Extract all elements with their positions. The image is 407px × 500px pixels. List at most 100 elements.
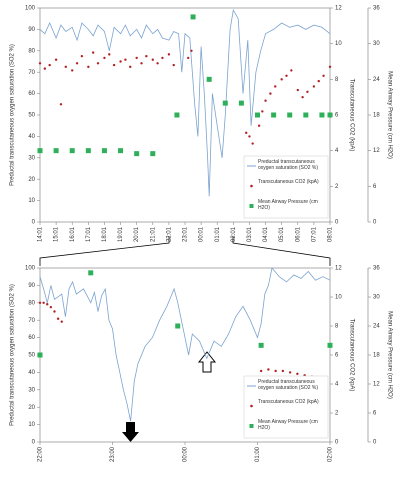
co2-point bbox=[119, 60, 122, 63]
y3-axis-title: Mean Airway Pressure (cm H2O) bbox=[386, 71, 392, 159]
co2-point bbox=[251, 142, 254, 145]
legend-label: Preductal transcutaneous oxygen saturati… bbox=[258, 379, 319, 391]
co2-point bbox=[245, 131, 248, 135]
x-tick-label: 22:01 bbox=[166, 226, 172, 242]
y2-tick-label: 0 bbox=[335, 220, 339, 226]
zoom-line bbox=[232, 236, 331, 266]
y2-tick-label: 8 bbox=[335, 77, 339, 83]
chart-panel: 0102030405060708090100024681012061218243… bbox=[10, 266, 393, 462]
y2-tick-label: 0 bbox=[335, 440, 339, 446]
co2-point bbox=[267, 368, 270, 371]
co2-point bbox=[264, 99, 267, 102]
co2-point bbox=[75, 62, 79, 65]
legend-entry: Mean Airway Pressure (cm H2O) bbox=[258, 199, 318, 211]
legend-swatch bbox=[250, 404, 253, 408]
y-axis-title: Preductal transcutaneous oxygen saturati… bbox=[10, 284, 16, 426]
co2-point bbox=[190, 49, 193, 52]
legend-swatch bbox=[250, 184, 253, 188]
co2-point bbox=[59, 103, 63, 106]
co2-point bbox=[257, 124, 261, 127]
y-axis-title: Preductal transcutaneous oxygen saturati… bbox=[10, 44, 16, 186]
co2-point bbox=[46, 303, 49, 306]
y-tick-label: 40 bbox=[28, 370, 35, 376]
y2-axis-title: Transcutaneous CO2 (kpA) bbox=[348, 319, 354, 392]
y-tick-label: 80 bbox=[28, 300, 35, 306]
y2-tick-label: 8 bbox=[335, 324, 339, 330]
y3-tick-label: 12 bbox=[373, 148, 380, 154]
co2-point bbox=[296, 88, 299, 92]
y-tick-label: 10 bbox=[28, 422, 35, 428]
spo2-line bbox=[39, 8, 331, 197]
x-tick-label: 22:00 bbox=[38, 446, 44, 462]
legend-entry: Transcutaneous CO2 (kpA) bbox=[258, 179, 319, 185]
x-tick-label: 20:01 bbox=[134, 226, 140, 242]
co2-point bbox=[129, 65, 132, 69]
co2-point bbox=[38, 301, 42, 304]
zoom-connector bbox=[39, 236, 331, 266]
co2-point bbox=[60, 320, 63, 323]
y2-tick-label: 12 bbox=[335, 6, 342, 12]
x-tick-label: 17:01 bbox=[86, 226, 92, 242]
map-point bbox=[222, 100, 228, 106]
legend-swatch bbox=[249, 204, 254, 208]
y-tick-label: 0 bbox=[32, 220, 36, 226]
y3-tick-label: 18 bbox=[373, 113, 380, 119]
y2-tick-label: 10 bbox=[335, 41, 342, 47]
co2-point bbox=[49, 305, 53, 309]
zoom-line bbox=[39, 236, 170, 266]
y-tick-label: 60 bbox=[28, 335, 35, 341]
map-point bbox=[134, 151, 140, 157]
y2-tick-label: 4 bbox=[335, 148, 339, 154]
y-tick-label: 30 bbox=[28, 387, 35, 393]
co2-point bbox=[328, 65, 332, 69]
arrow-white bbox=[197, 351, 217, 373]
co2-point bbox=[172, 63, 175, 67]
y3-tick-label: 30 bbox=[373, 41, 380, 47]
co2-point bbox=[274, 85, 277, 88]
x-tick-label: 18:01 bbox=[102, 226, 108, 242]
map-point bbox=[69, 148, 75, 154]
co2-point bbox=[112, 63, 116, 67]
x-tick-label: 07:01 bbox=[311, 226, 317, 242]
co2-point bbox=[64, 65, 67, 69]
y3-axis-title: Mean Airway Pressure (cm H2O) bbox=[386, 311, 392, 399]
co2-point bbox=[274, 369, 277, 373]
co2-point bbox=[87, 65, 90, 69]
y2-tick-label: 2 bbox=[335, 411, 339, 417]
co2-point bbox=[53, 310, 56, 313]
map-point bbox=[37, 352, 43, 358]
y3-tick-label: 24 bbox=[373, 324, 380, 330]
x-tick-label: 03:01 bbox=[247, 226, 253, 242]
x-tick-label: 23:00 bbox=[110, 446, 116, 462]
map-point bbox=[190, 14, 196, 20]
y-tick-label: 70 bbox=[28, 70, 35, 76]
y-tick-label: 90 bbox=[28, 283, 35, 289]
co2-point bbox=[91, 51, 95, 54]
map-point bbox=[206, 76, 212, 82]
y-tick-label: 40 bbox=[28, 134, 35, 140]
y-tick-label: 70 bbox=[28, 318, 35, 324]
map-point bbox=[327, 342, 333, 348]
co2-point bbox=[80, 54, 84, 58]
y-tick-label: 0 bbox=[32, 440, 36, 446]
y2-tick-label: 2 bbox=[335, 184, 339, 190]
x-tick-label: 05:01 bbox=[279, 226, 285, 242]
arrow-black bbox=[122, 422, 139, 442]
co2-point bbox=[124, 58, 127, 61]
x-tick-label: 15:01 bbox=[54, 226, 60, 242]
y2-tick-label: 6 bbox=[335, 113, 339, 119]
co2-point bbox=[259, 369, 263, 373]
y3-tick-label: 36 bbox=[373, 6, 380, 12]
co2-point bbox=[312, 85, 316, 88]
map-point bbox=[53, 148, 59, 154]
co2-point bbox=[56, 317, 60, 320]
x-tick-label: 21:01 bbox=[150, 226, 156, 242]
y3-tick-label: 0 bbox=[373, 440, 377, 446]
y-tick-label: 60 bbox=[28, 91, 35, 97]
co2-point bbox=[71, 69, 74, 72]
x-tick-label: 16:01 bbox=[70, 226, 76, 242]
x-tick-label: 00:00 bbox=[183, 446, 189, 462]
y-tick-label: 20 bbox=[28, 177, 35, 183]
co2-point bbox=[306, 90, 309, 94]
